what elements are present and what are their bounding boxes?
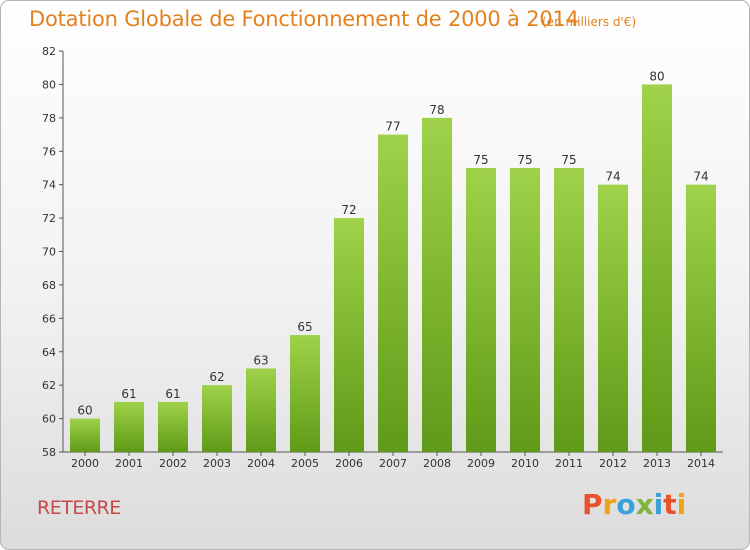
bar	[686, 184, 716, 452]
x-tick-label: 2001	[115, 457, 143, 470]
bar	[554, 167, 584, 453]
bar	[202, 385, 232, 452]
x-tick-label: 2004	[247, 457, 275, 470]
y-tick-label: 70	[42, 246, 56, 259]
x-tick-label: 2005	[291, 457, 319, 470]
data-label: 61	[121, 387, 136, 401]
bar	[422, 117, 452, 452]
y-tick-label: 58	[42, 446, 56, 459]
logo-letter: i	[676, 488, 687, 521]
y-tick-label: 60	[42, 413, 56, 426]
proxiti-logo: Proxiti	[582, 488, 686, 521]
y-tick-label: 80	[42, 78, 56, 91]
bar	[466, 167, 496, 453]
data-label: 74	[605, 170, 620, 184]
bar	[510, 167, 540, 453]
axes: 58 60 62 64 66 68 70 72 74 76 78 80 82 2000 2001 2002 20…	[42, 45, 723, 470]
x-tick-label: 2013	[643, 457, 671, 470]
x-tick-label: 2000	[71, 457, 99, 470]
x-tick-label: 2014	[687, 457, 715, 470]
y-tick-label: 66	[42, 312, 56, 325]
bar	[158, 401, 188, 452]
x-tick-label: 2008	[423, 457, 451, 470]
logo-letter: t	[663, 488, 677, 521]
bar	[334, 218, 364, 452]
data-label: 60	[77, 404, 92, 418]
data-label: 75	[561, 153, 576, 167]
y-tick-label: 82	[42, 45, 56, 58]
y-tick-label: 72	[42, 212, 56, 225]
y-tick-label: 78	[42, 112, 56, 125]
x-tick-label: 2009	[467, 457, 495, 470]
y-tick-label: 76	[42, 145, 56, 158]
bar	[114, 401, 144, 452]
chart-title: Dotation Globale de Fonctionnement de 20…	[29, 7, 579, 31]
data-label: 62	[209, 370, 224, 384]
y-tick-label: 62	[42, 379, 56, 392]
x-tick-label: 2007	[379, 457, 407, 470]
bar	[378, 134, 408, 452]
x-tick-label: 2011	[555, 457, 583, 470]
x-tick-label: 2010	[511, 457, 539, 470]
data-label: 72	[341, 203, 356, 217]
y-tick-label: 68	[42, 279, 56, 292]
data-label: 78	[429, 103, 444, 117]
y-tick-label: 64	[42, 346, 56, 359]
chart-subtitle: (en milliers d'€)	[542, 15, 637, 29]
data-label: 75	[473, 153, 488, 167]
x-tick-label: 2012	[599, 457, 627, 470]
x-tick-label: 2002	[159, 457, 187, 470]
labels: 60 61 61 62 63 65 72 77 78 75 75 75 74 80 74	[77, 69, 708, 417]
data-label: 75	[517, 153, 532, 167]
bars	[70, 84, 716, 453]
data-label: 61	[165, 387, 180, 401]
data-label: 63	[253, 353, 268, 367]
logo-letter: i	[653, 488, 664, 521]
bar	[290, 335, 320, 452]
logo-letter: x	[635, 488, 654, 521]
x-tick-label: 2003	[203, 457, 231, 470]
x-tick-label: 2006	[335, 457, 363, 470]
logo-letter: r	[602, 488, 617, 521]
bar	[642, 84, 672, 453]
data-label: 77	[385, 120, 400, 134]
data-label: 80	[649, 69, 664, 83]
logo-letter: o	[616, 488, 636, 521]
y-tick-label: 74	[42, 179, 56, 192]
bar	[246, 368, 276, 452]
logo-letter: P	[582, 488, 603, 521]
bar	[70, 418, 100, 452]
data-label: 65	[297, 320, 312, 334]
commune-name: RETERRE	[37, 497, 121, 519]
data-label: 74	[693, 170, 708, 184]
bar	[598, 184, 628, 452]
